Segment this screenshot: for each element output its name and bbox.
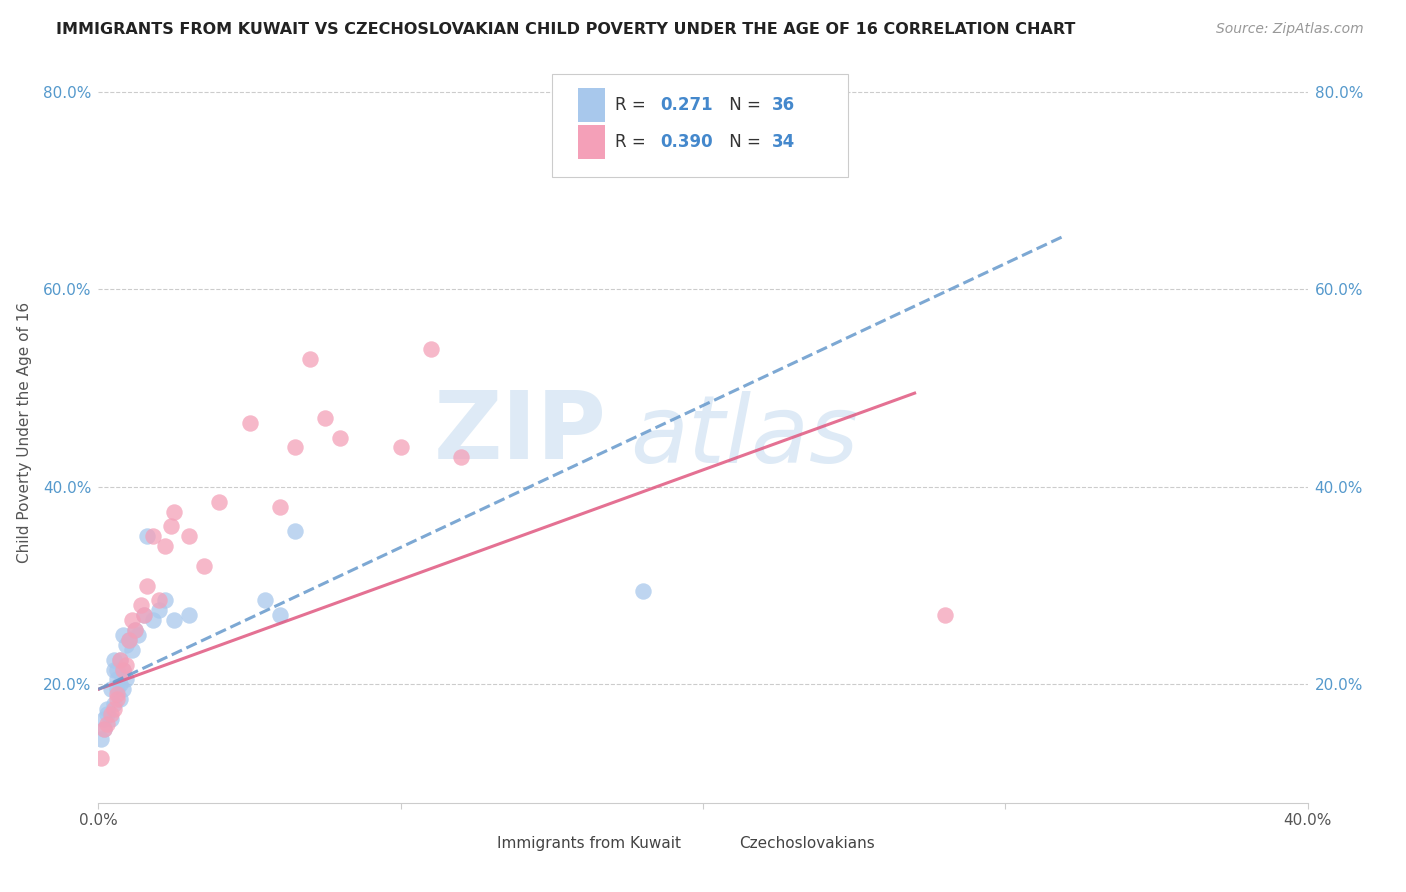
Point [239,416,262,430]
Text: 36: 36 [772,96,794,114]
Point [450,450,472,465]
Point [90,751,112,765]
Point [108,692,131,706]
FancyBboxPatch shape [461,832,488,855]
Point [108,677,131,691]
FancyBboxPatch shape [703,832,730,855]
Text: N =: N = [724,96,766,114]
Text: IMMIGRANTS FROM KUWAIT VS CZECHOSLOVAKIAN CHILD POVERTY UNDER THE AGE OF 16 CORR: IMMIGRANTS FROM KUWAIT VS CZECHOSLOVAKIA… [56,22,1076,37]
Text: N =: N = [724,134,766,152]
Point [96,702,118,716]
FancyBboxPatch shape [578,88,605,121]
Point [105,673,128,687]
Point [284,441,307,455]
Point [132,608,155,623]
Text: R =: R = [614,96,651,114]
Point [100,706,122,721]
Point [153,539,176,553]
Point [420,342,443,356]
Point [135,579,157,593]
Point [253,593,276,607]
Point [103,653,125,667]
Point [114,638,136,652]
Point [389,441,412,455]
Y-axis label: Child Poverty Under the Age of 16: Child Poverty Under the Age of 16 [17,302,32,563]
Point [111,682,134,697]
Point [135,529,157,543]
FancyBboxPatch shape [551,73,848,178]
Point [269,500,291,514]
Point [284,524,307,539]
Point [179,529,201,543]
Point [105,663,128,677]
Point [163,613,186,627]
Point [127,628,149,642]
Point [90,731,112,746]
Point [132,608,155,623]
Point [96,716,118,731]
Point [114,673,136,687]
Point [193,558,215,573]
Point [105,692,128,706]
Point [111,663,134,677]
Point [124,623,146,637]
Point [148,593,170,607]
Point [118,632,141,647]
Point [314,410,336,425]
Point [103,663,125,677]
Point [96,706,118,721]
Point [163,505,186,519]
Point [129,599,152,613]
FancyBboxPatch shape [578,126,605,159]
Point [105,687,128,701]
Point [208,494,231,508]
Text: 0.390: 0.390 [661,134,713,152]
Text: 0.271: 0.271 [661,96,713,114]
Point [93,722,115,736]
Point [121,613,143,627]
Text: atlas: atlas [630,391,859,482]
Point [142,613,165,627]
Point [142,529,165,543]
Point [103,697,125,711]
Point [100,682,122,697]
Point [108,653,131,667]
Text: R =: R = [614,134,651,152]
Point [103,702,125,716]
Point [114,657,136,672]
Text: Source: ZipAtlas.com: Source: ZipAtlas.com [1216,22,1364,37]
Text: Immigrants from Kuwait: Immigrants from Kuwait [498,836,682,851]
Point [121,642,143,657]
Point [179,608,201,623]
Point [153,593,176,607]
Point [93,712,115,726]
Point [299,351,322,366]
Text: ZIP: ZIP [433,386,606,479]
Point [329,431,352,445]
Point [124,623,146,637]
Point [108,653,131,667]
Text: 34: 34 [772,134,796,152]
Point [105,682,128,697]
Point [100,712,122,726]
Point [631,583,654,598]
Point [934,608,956,623]
Point [111,628,134,642]
Point [148,603,170,617]
Point [269,608,291,623]
Point [118,632,141,647]
Point [160,519,183,533]
Point [93,722,115,736]
Text: Czechoslovakians: Czechoslovakians [740,836,875,851]
Point [111,663,134,677]
